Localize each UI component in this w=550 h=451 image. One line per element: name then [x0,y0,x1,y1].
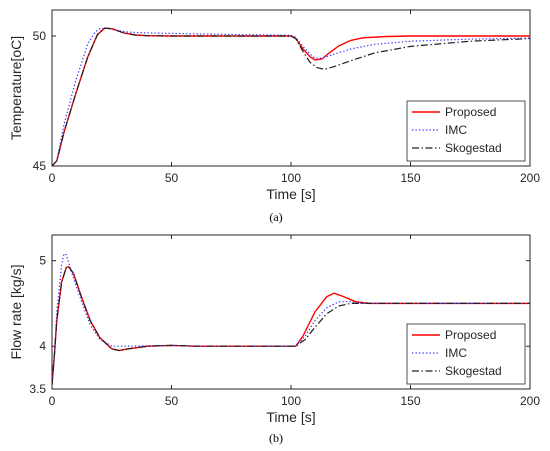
x-tick-label: 200 [520,171,540,185]
x-tick-label: 100 [281,171,301,185]
legend-box [406,323,526,385]
legend-label: IMC [445,346,467,360]
panel-caption: (b) [269,431,283,445]
x-axis-title: Time [s] [266,409,315,425]
x-axis-title: Time [s] [266,186,315,202]
legend-label: Skogestad [445,364,502,378]
y-tick-label: 3.5 [29,382,46,396]
x-tick-label: 150 [400,171,420,185]
y-tick-label: 45 [33,159,47,173]
x-tick-label: 100 [281,394,301,408]
y-tick-label: 50 [33,29,47,43]
series-line-imc [52,27,530,166]
x-tick-label: 150 [400,394,420,408]
series-line-skogestad [52,27,530,166]
y-tick-label: 5 [39,254,46,268]
legend-label: IMC [445,123,467,137]
x-tick-label: 200 [520,394,540,408]
legend-label: Skogestad [445,141,502,155]
legend-label: Proposed [445,328,496,342]
series-line-skogestad [52,266,530,385]
x-tick-label: 0 [49,394,56,408]
y-axis-title: Temperature[oC] [8,36,24,140]
x-tick-label: 50 [165,394,179,408]
panel-caption: (a) [269,210,282,224]
panel-a: 0 50 100 150 200 45 50 Proposed IMC Skogestad Time… [8,9,540,224]
series-line-proposed [52,27,530,166]
legend-box [406,100,526,162]
y-tick-label: 4 [39,339,46,353]
panel-b: 0 50 100 150 200 3.5 4 5 Proposed IMC Skogestad Tim… [8,234,540,445]
x-tick-label: 0 [49,171,56,185]
y-axis-title: Flow rate [kg/s] [8,265,24,360]
legend-label: Proposed [445,105,496,119]
x-tick-label: 50 [165,171,179,185]
